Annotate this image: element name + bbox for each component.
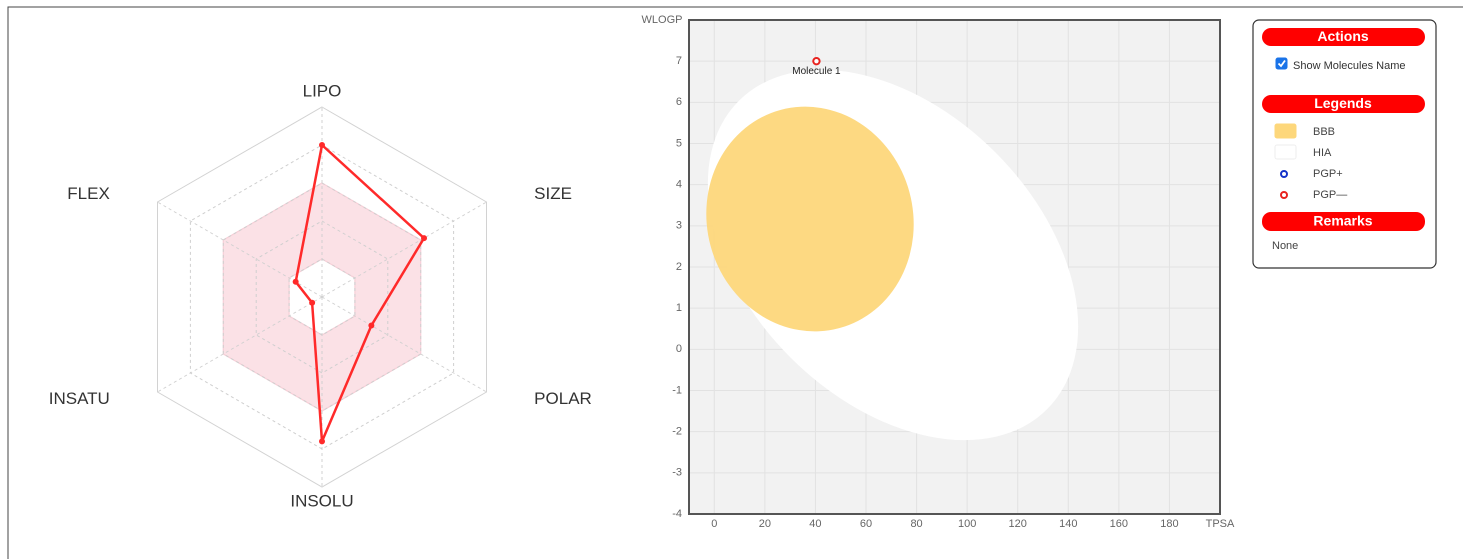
remarks: None	[1272, 240, 1298, 252]
spoke	[157, 296, 323, 393]
molecule-label: Molecule 1	[792, 66, 841, 77]
axis-label: POLAR	[534, 389, 592, 408]
checkbox-box	[1275, 57, 1288, 70]
radar-chart: LIPO SIZE POLAR INSOLU INSATU FLEX	[49, 81, 592, 510]
plot-border	[688, 19, 1221, 515]
grid-ring	[157, 106, 487, 488]
value-point	[309, 299, 316, 306]
legend-label: BBB	[1313, 126, 1335, 138]
x-axis-label: TPSA	[1206, 518, 1235, 530]
x-tick-label: 20	[759, 518, 771, 530]
x-tick-label: 60	[860, 518, 872, 530]
grid-ring	[255, 220, 389, 374]
checkbox-label[interactable]: Show Molecules Name	[1293, 60, 1406, 72]
legend-label: PGP—	[1313, 189, 1347, 201]
molecule-point	[812, 56, 821, 66]
x-tick-label: 120	[1009, 518, 1027, 530]
legend-swatch	[1274, 123, 1297, 139]
boiled-egg-chart: 0 20 40 60 80 100 120 140 160 180 -4 -3 -2 -1 0 1 2 3 4 5 6 7…	[642, 14, 1236, 530]
y-tick-label: 1	[676, 302, 682, 314]
x-tick-label: 180	[1160, 518, 1178, 530]
header-pill	[1262, 95, 1425, 113]
y-axis-label: WLOGP	[642, 14, 683, 26]
y-tick-label: 0	[676, 343, 682, 355]
spoke	[321, 201, 487, 298]
header: Remarks	[1313, 213, 1372, 229]
x-tick-label: 0	[711, 518, 717, 530]
side-panel: Actions Show Molecules Name Legends BBB H…	[1252, 19, 1437, 269]
y-tick-label: 4	[676, 179, 682, 191]
legend-swatch	[1280, 170, 1288, 178]
x-tick-label: 140	[1059, 518, 1077, 530]
axis-label: FLEX	[67, 184, 110, 203]
header: Legends	[1314, 95, 1372, 111]
y-tick-label: 6	[676, 96, 682, 108]
axis-label: SIZE	[534, 184, 572, 203]
bbb-region	[706, 106, 914, 332]
y-tick-label: -3	[672, 467, 682, 479]
legend-swatch	[1274, 144, 1297, 160]
axis-label: INSATU	[49, 389, 110, 408]
legend-label: PGP+	[1313, 168, 1343, 180]
checkbox[interactable]	[1275, 57, 1288, 70]
legend-swatch	[1280, 191, 1288, 199]
x-tick-label: 100	[958, 518, 976, 530]
y-tick-label: -1	[672, 384, 682, 396]
y-tick-label: -4	[672, 508, 682, 520]
value-point	[368, 322, 375, 329]
frame	[7, 6, 1463, 559]
value-point	[292, 278, 299, 285]
axis-label: LIPO	[303, 81, 342, 100]
legend: BBB HIA PGP+ PGP—	[1274, 123, 1347, 201]
y-tick-label: 7	[676, 55, 682, 67]
y-tick-label: 5	[676, 137, 682, 149]
header: Actions	[1317, 28, 1369, 44]
header-pill	[1262, 212, 1425, 231]
x-tick-label: 80	[910, 518, 922, 530]
value-point	[319, 142, 325, 148]
axis-label: INSOLU	[290, 491, 353, 510]
spoke	[321, 296, 487, 393]
legend-label: HIA	[1313, 147, 1332, 159]
value-point	[319, 438, 325, 445]
marks: 0 20 40 60 80 100 120 140 160 180 -4 -3 -2 -1 0 1 2 3 4 5 6 7…	[642, 14, 1236, 530]
x-tick-label: 160	[1110, 518, 1128, 530]
y-tick-label: -2	[672, 426, 682, 438]
y-tick-label: 3	[676, 220, 682, 232]
value-point	[421, 235, 428, 242]
panel-box	[1252, 19, 1437, 269]
x-tick-label: 40	[809, 518, 821, 530]
header-pill	[1262, 28, 1425, 46]
checkbox-tick	[1277, 59, 1286, 68]
y-tick-label: 2	[676, 261, 682, 273]
